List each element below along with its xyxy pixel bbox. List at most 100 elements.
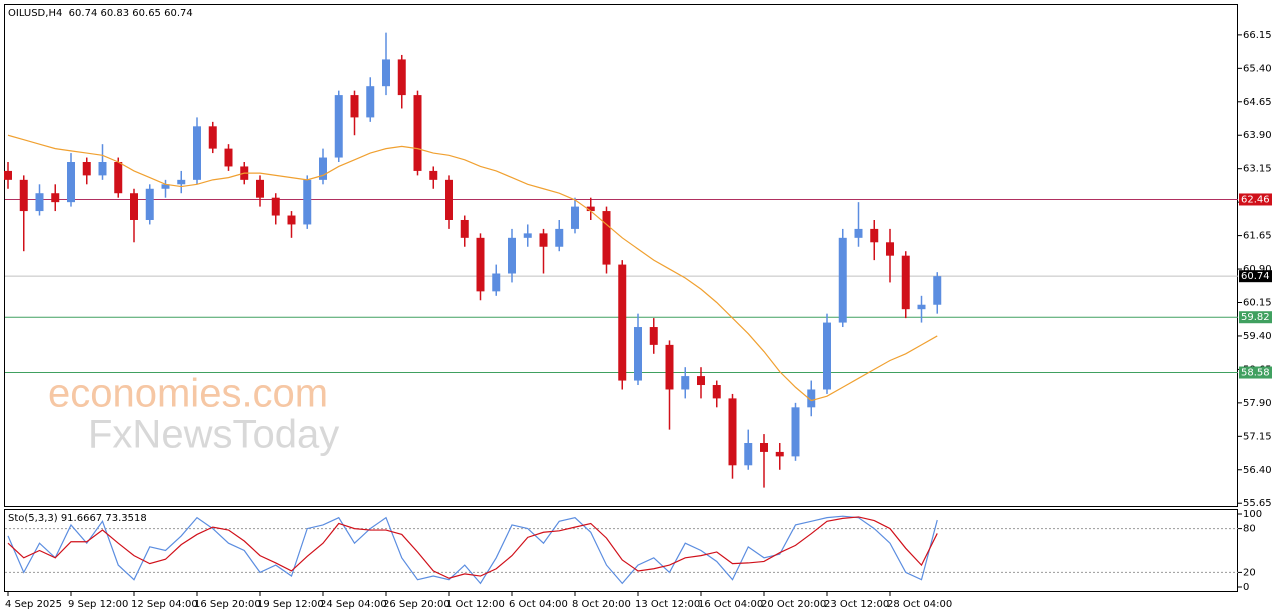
candle-body <box>35 193 44 212</box>
candle-body <box>208 126 217 149</box>
candle-body <box>634 327 642 381</box>
candle-body <box>917 304 926 310</box>
candle-body <box>366 86 375 118</box>
y-tick-label: 59.40 <box>1243 331 1272 342</box>
candle-body <box>413 95 422 171</box>
x-tick-label: 6 Oct 04:00 <box>509 599 568 610</box>
watermark: economies.com <box>48 372 328 416</box>
watermark: FxNewsToday <box>88 413 339 457</box>
candle-body <box>523 233 532 238</box>
y-tick-label: 63.15 <box>1243 164 1272 175</box>
candle-body <box>555 228 564 247</box>
y-tick-label: 66.15 <box>1243 30 1272 41</box>
candle-body <box>586 206 595 212</box>
candle-body <box>476 237 485 292</box>
candle-body <box>744 443 753 466</box>
x-tick-label: 16 Oct 04:00 <box>698 599 763 610</box>
y-tick-label: 60.90 <box>1243 264 1272 275</box>
candle-body <box>19 179 28 212</box>
x-tick-label: 1 Oct 12:00 <box>446 599 505 610</box>
y-tick-label: 0 <box>1243 582 1249 593</box>
candle-body <box>602 211 611 265</box>
candle-body <box>445 179 453 220</box>
y-tick-label: 61.65 <box>1243 231 1272 242</box>
candle-body <box>429 170 438 180</box>
candle-body <box>382 59 390 87</box>
y-tick-label: 65.40 <box>1243 63 1272 74</box>
y-tick-label: 57.90 <box>1243 398 1272 409</box>
candle-body <box>508 237 516 274</box>
candle-body <box>760 443 768 452</box>
candle-body <box>161 184 170 189</box>
x-tick-label: 24 Sep 04:00 <box>320 599 387 610</box>
x-tick-label: 26 Sep 20:00 <box>383 599 450 610</box>
candle-body <box>224 148 233 167</box>
candle-body <box>130 193 138 220</box>
y-tick-label: 100 <box>1243 509 1262 520</box>
candle-body <box>460 219 469 238</box>
candle-body <box>728 398 737 466</box>
candle-body <box>4 170 12 180</box>
y-tick-label: 64.65 <box>1243 97 1272 108</box>
moving-average <box>7 134 938 402</box>
chart-title: OILUSD,H4 60.74 60.83 60.65 60.74 <box>8 8 193 19</box>
price-badge-label: 58.58 <box>1241 368 1270 379</box>
candle-body <box>886 242 894 256</box>
price-badge <box>1239 311 1272 324</box>
candle-body <box>271 197 280 216</box>
candle-body <box>854 228 863 238</box>
candle-body <box>807 389 816 408</box>
candle-body <box>256 179 264 198</box>
x-tick-label: 16 Sep 20:00 <box>194 599 261 610</box>
candle-body <box>67 162 75 203</box>
x-tick-label: 20 Oct 20:00 <box>761 599 826 610</box>
y-tick-label: 80 <box>1243 524 1256 535</box>
oscillator-line <box>7 515 938 585</box>
candle-body <box>492 273 501 292</box>
candle-body <box>697 376 705 386</box>
candle-body <box>319 157 327 180</box>
x-tick-label: 19 Sep 12:00 <box>257 599 324 610</box>
candle-body <box>114 162 123 194</box>
candle-body <box>712 385 721 399</box>
candle-body <box>838 237 847 323</box>
candle-body <box>901 255 910 310</box>
candle-body <box>791 407 800 457</box>
candle-body <box>775 451 784 457</box>
main-frame <box>4 4 1238 507</box>
y-tick-label: 63.90 <box>1243 130 1272 141</box>
x-tick-label: 12 Sep 04:00 <box>131 599 198 610</box>
candle-body <box>649 327 658 345</box>
candle-body <box>665 344 674 390</box>
oscillator-frame <box>4 509 1238 592</box>
candle-body <box>571 206 579 229</box>
candle-body <box>397 59 406 96</box>
price-badge-label: 60.74 <box>1241 271 1270 282</box>
oscillator-line <box>7 516 938 579</box>
x-tick-label: 23 Oct 12:00 <box>824 599 889 610</box>
candle-body <box>177 179 186 185</box>
candle-body <box>870 228 879 243</box>
candle-body <box>334 95 343 158</box>
y-tick-label: 60.15 <box>1243 298 1272 309</box>
y-tick-label: 56.40 <box>1243 465 1272 476</box>
x-tick-label: 9 Sep 12:00 <box>68 599 128 610</box>
candle-body <box>823 322 831 390</box>
y-tick-label: 57.15 <box>1243 431 1272 442</box>
price-badge <box>1239 193 1272 206</box>
price-badge <box>1239 270 1272 283</box>
candle-body <box>51 193 60 203</box>
candle-body <box>618 264 627 381</box>
candle-body <box>145 188 154 220</box>
price-badge-label: 62.46 <box>1241 194 1270 205</box>
candle-body <box>933 276 942 305</box>
x-tick-label: 8 Oct 20:00 <box>572 599 631 610</box>
y-tick-label: 55.65 <box>1243 498 1272 509</box>
candle-body <box>193 126 201 180</box>
candle-body <box>303 179 312 225</box>
oscillator-title: Sto(5,3,3) 91.6667 73.3518 <box>8 513 147 524</box>
candle-body <box>350 95 359 118</box>
y-tick-label: 20 <box>1243 567 1256 578</box>
candle-body <box>287 215 296 225</box>
